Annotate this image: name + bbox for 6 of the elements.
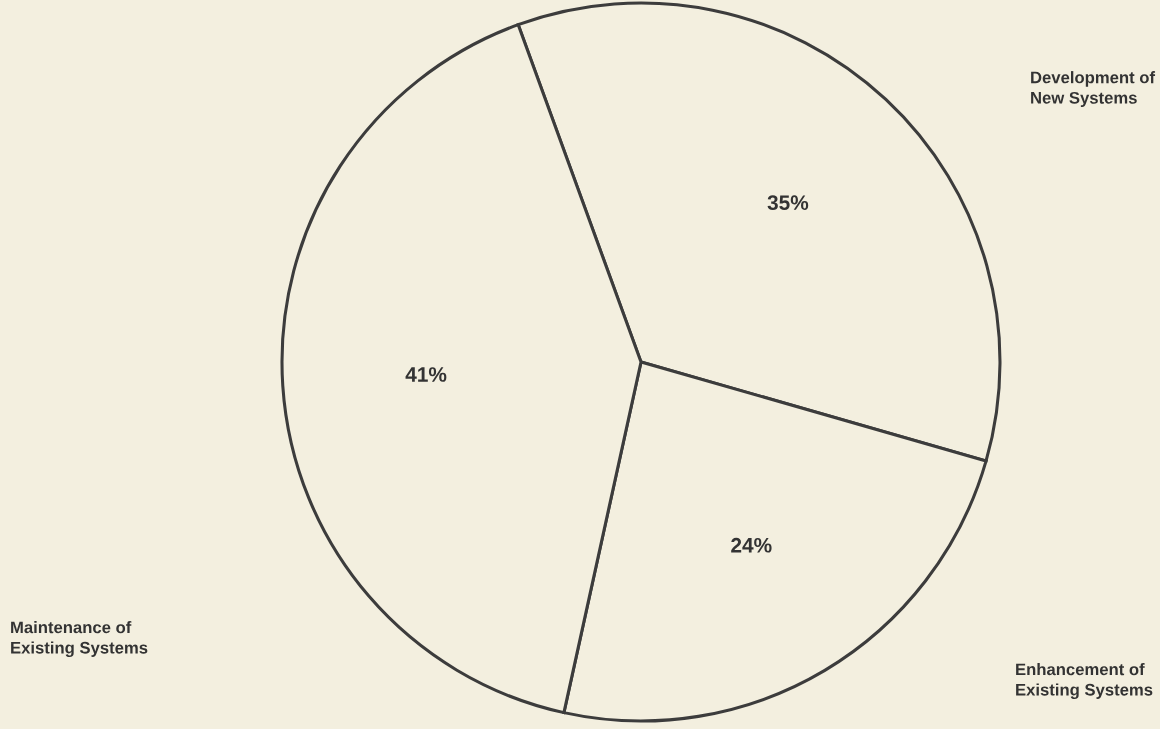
slice-label: Enhancement of Existing Systems: [1016, 663, 1153, 699]
slice-label: Maintenance of Existing Systems: [11, 621, 148, 657]
slice-label: Development of New Systems: [1031, 71, 1156, 107]
data-label: 24%: [731, 537, 772, 553]
data-label: 41%: [405, 367, 447, 382]
data-label: 35%: [767, 195, 809, 211]
